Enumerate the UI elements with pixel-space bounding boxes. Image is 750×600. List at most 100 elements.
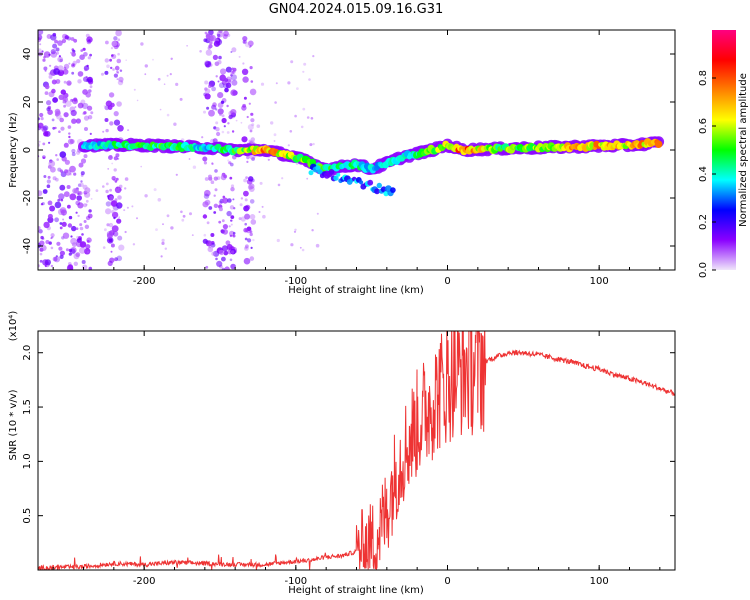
noise-speck xyxy=(205,265,209,269)
y-tick-label: -20 xyxy=(22,190,33,206)
noise-speck xyxy=(113,73,118,78)
ridge-mark xyxy=(328,169,335,175)
x-tick-label: 100 xyxy=(590,276,609,287)
noise-speck xyxy=(107,196,111,200)
noise-speck xyxy=(52,43,58,49)
noise-speck xyxy=(230,223,233,226)
noise-speck xyxy=(260,82,265,86)
noise-speck xyxy=(217,80,220,83)
noise-speck xyxy=(48,53,51,56)
noise-speck xyxy=(58,55,62,58)
x-tick-label: 0 xyxy=(444,576,450,587)
noise-speck xyxy=(251,157,256,161)
snr-y-ticks: 0.5 1.0 1.5 2.0 xyxy=(22,345,675,524)
noise-speck xyxy=(144,73,147,76)
noise-speck xyxy=(68,215,73,220)
noise-speck xyxy=(57,56,64,63)
noise-speck xyxy=(48,160,56,167)
noise-speck xyxy=(289,130,293,133)
noise-speck xyxy=(50,49,56,55)
noise-speck xyxy=(204,189,211,197)
noise-speck xyxy=(202,238,208,244)
noise-speck xyxy=(39,112,44,118)
noise-speck xyxy=(160,255,163,258)
noise-speck xyxy=(38,30,44,35)
noise-speck xyxy=(218,220,222,224)
noise-speck xyxy=(230,109,237,116)
noise-speck xyxy=(51,236,54,239)
noise-speck xyxy=(64,159,70,165)
noise-speck xyxy=(107,168,110,170)
noise-speck xyxy=(77,202,84,209)
noise-speck xyxy=(213,211,217,214)
noise-speck xyxy=(58,246,63,251)
noise-speck xyxy=(191,234,194,237)
noise-speck xyxy=(116,202,123,209)
noise-speck xyxy=(276,238,280,243)
noise-speck xyxy=(230,184,235,188)
noise-speck xyxy=(59,184,66,191)
noise-speck xyxy=(231,70,236,74)
noise-speck xyxy=(43,175,47,178)
noise-speck xyxy=(126,206,129,209)
noise-speck xyxy=(229,176,233,180)
noise-speck xyxy=(110,200,118,207)
noise-speck xyxy=(231,130,235,133)
noise-speck xyxy=(315,243,320,248)
noise-speck xyxy=(63,104,66,108)
noise-speck xyxy=(111,176,116,181)
noise-speck xyxy=(250,219,257,225)
noise-speck xyxy=(209,40,213,45)
noise-speck xyxy=(217,33,221,38)
noise-speck xyxy=(78,162,84,168)
noise-speck xyxy=(310,117,314,120)
noise-speck xyxy=(113,214,116,217)
noise-speck xyxy=(55,154,58,157)
noise-speck xyxy=(111,54,114,57)
noise-speck xyxy=(106,64,110,69)
noise-speck xyxy=(71,152,76,157)
noise-speck xyxy=(161,241,165,245)
noise-speck xyxy=(56,158,59,161)
noise-speck xyxy=(75,211,78,214)
noise-speck xyxy=(54,217,59,223)
noise-speck xyxy=(250,80,254,83)
noise-speck xyxy=(251,123,255,127)
noise-speck xyxy=(311,229,314,232)
noise-speck xyxy=(216,131,221,137)
noise-speck xyxy=(67,204,71,209)
noise-speck xyxy=(210,233,215,237)
noise-speck xyxy=(107,260,113,266)
noise-speck xyxy=(247,184,253,190)
noise-speck xyxy=(202,201,209,208)
noise-speck xyxy=(74,106,77,108)
ridge-mark xyxy=(383,190,389,197)
noise-speck xyxy=(70,37,75,41)
noise-speck xyxy=(301,248,305,252)
noise-speck xyxy=(52,256,58,262)
noise-speck xyxy=(76,235,80,240)
noise-speck xyxy=(47,109,53,115)
noise-speck xyxy=(52,176,57,181)
noise-speck xyxy=(54,126,57,130)
noise-speck xyxy=(38,190,43,197)
noise-speck xyxy=(302,70,305,73)
noise-speck xyxy=(220,100,225,105)
noise-speck xyxy=(108,92,115,98)
noise-speck xyxy=(63,142,69,148)
noise-speck xyxy=(89,85,93,89)
noise-speck xyxy=(80,174,84,177)
noise-speck xyxy=(87,105,93,111)
ridge-mark xyxy=(367,179,374,186)
noise-speck xyxy=(300,125,304,129)
snr-x-label: Height of straight line (km) xyxy=(288,585,424,596)
noise-speck xyxy=(77,79,82,84)
noise-speck xyxy=(250,112,254,116)
noise-speck xyxy=(110,102,115,108)
noise-speck xyxy=(219,113,222,116)
spectrogram-y-ticks: -40 -20 0 20 40 xyxy=(22,48,675,254)
y-tick-label: 0 xyxy=(22,147,33,153)
noise-speck xyxy=(68,62,71,65)
noise-speck xyxy=(63,112,69,118)
noise-speck xyxy=(60,126,65,131)
